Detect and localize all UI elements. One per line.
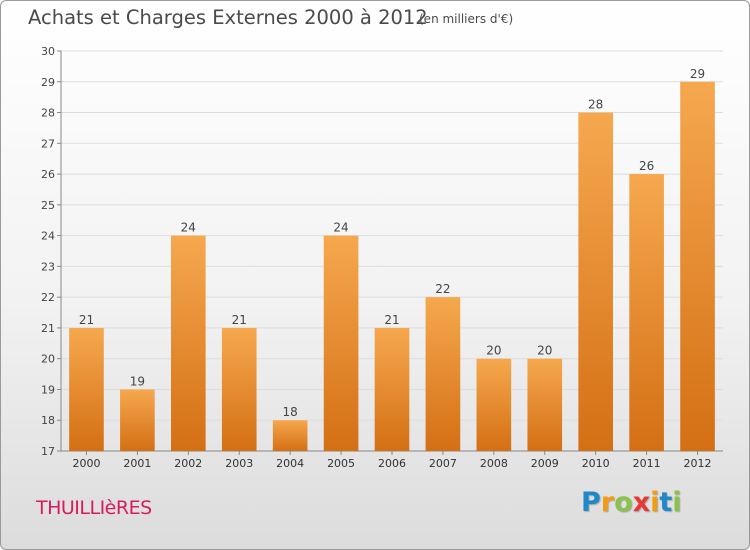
y-tick-label: 24 xyxy=(41,230,55,243)
y-tick-label: 21 xyxy=(41,322,55,335)
bar xyxy=(323,235,359,451)
logo-letter: i xyxy=(672,487,682,518)
x-tick-label: 2011 xyxy=(633,457,661,470)
x-tick-label: 2005 xyxy=(327,457,355,470)
bar xyxy=(629,174,664,452)
x-tick-label: 2003 xyxy=(225,457,253,470)
bar-value-label: 29 xyxy=(690,67,705,81)
x-tick-label: 2000 xyxy=(72,457,100,470)
y-tick-label: 22 xyxy=(41,291,55,304)
y-tick-label: 18 xyxy=(41,414,55,427)
bar xyxy=(425,297,461,451)
bar-value-label: 21 xyxy=(384,313,399,327)
y-tick-label: 27 xyxy=(41,137,55,150)
logo-letter: t xyxy=(659,487,673,518)
x-tick-label: 2004 xyxy=(276,457,304,470)
bar-value-label: 20 xyxy=(537,344,552,358)
y-tick-label: 26 xyxy=(41,168,55,181)
bar-value-label: 22 xyxy=(435,282,450,296)
y-tick-label: 25 xyxy=(41,199,55,212)
x-tick-label: 2006 xyxy=(378,457,406,470)
x-tick-label: 2012 xyxy=(684,457,712,470)
x-tick-label: 2010 xyxy=(582,457,610,470)
unit-note: (en milliers d'€) xyxy=(419,12,514,26)
y-tick-label: 19 xyxy=(41,383,55,396)
bar xyxy=(272,420,308,451)
proxiti-logo: Proxiti xyxy=(581,487,682,518)
commune-name: THUILLIèRES xyxy=(36,497,152,519)
bar-value-label: 28 xyxy=(588,98,603,112)
bar xyxy=(578,112,614,452)
logo-letter: x xyxy=(632,487,651,518)
bar-value-label: 24 xyxy=(333,221,348,235)
bar-value-label: 21 xyxy=(79,313,94,327)
y-tick-label: 17 xyxy=(41,445,55,458)
x-tick-label: 2009 xyxy=(531,457,559,470)
x-tick-label: 2002 xyxy=(174,457,202,470)
x-tick-label: 2001 xyxy=(123,457,151,470)
bar-value-label: 20 xyxy=(486,344,501,358)
bar-value-label: 18 xyxy=(283,405,298,419)
x-tick-label: 2007 xyxy=(429,457,457,470)
y-tick-label: 29 xyxy=(41,76,55,89)
bar xyxy=(374,327,410,451)
bar-value-label: 19 xyxy=(130,374,145,388)
bar-value-label: 26 xyxy=(639,159,654,173)
bar-value-label: 24 xyxy=(181,221,196,235)
y-tick-label: 28 xyxy=(41,107,55,120)
logo-letter: r xyxy=(600,487,615,518)
chart-title: Achats et Charges Externes 2000 à 2012 xyxy=(28,6,428,29)
y-tick-label: 30 xyxy=(41,45,55,58)
bar xyxy=(476,358,512,451)
y-tick-label: 23 xyxy=(41,260,55,273)
bar xyxy=(527,358,563,451)
bar xyxy=(69,327,104,451)
logo-letter: o xyxy=(614,487,633,518)
x-tick-label: 2008 xyxy=(480,457,508,470)
bar xyxy=(120,389,155,451)
logo-letter: i xyxy=(650,487,660,518)
bar xyxy=(221,327,257,451)
logo-letter: P xyxy=(581,487,601,518)
bar-value-label: 21 xyxy=(232,313,247,327)
bar xyxy=(680,81,715,452)
y-tick-label: 20 xyxy=(41,353,55,366)
bar xyxy=(170,235,206,451)
